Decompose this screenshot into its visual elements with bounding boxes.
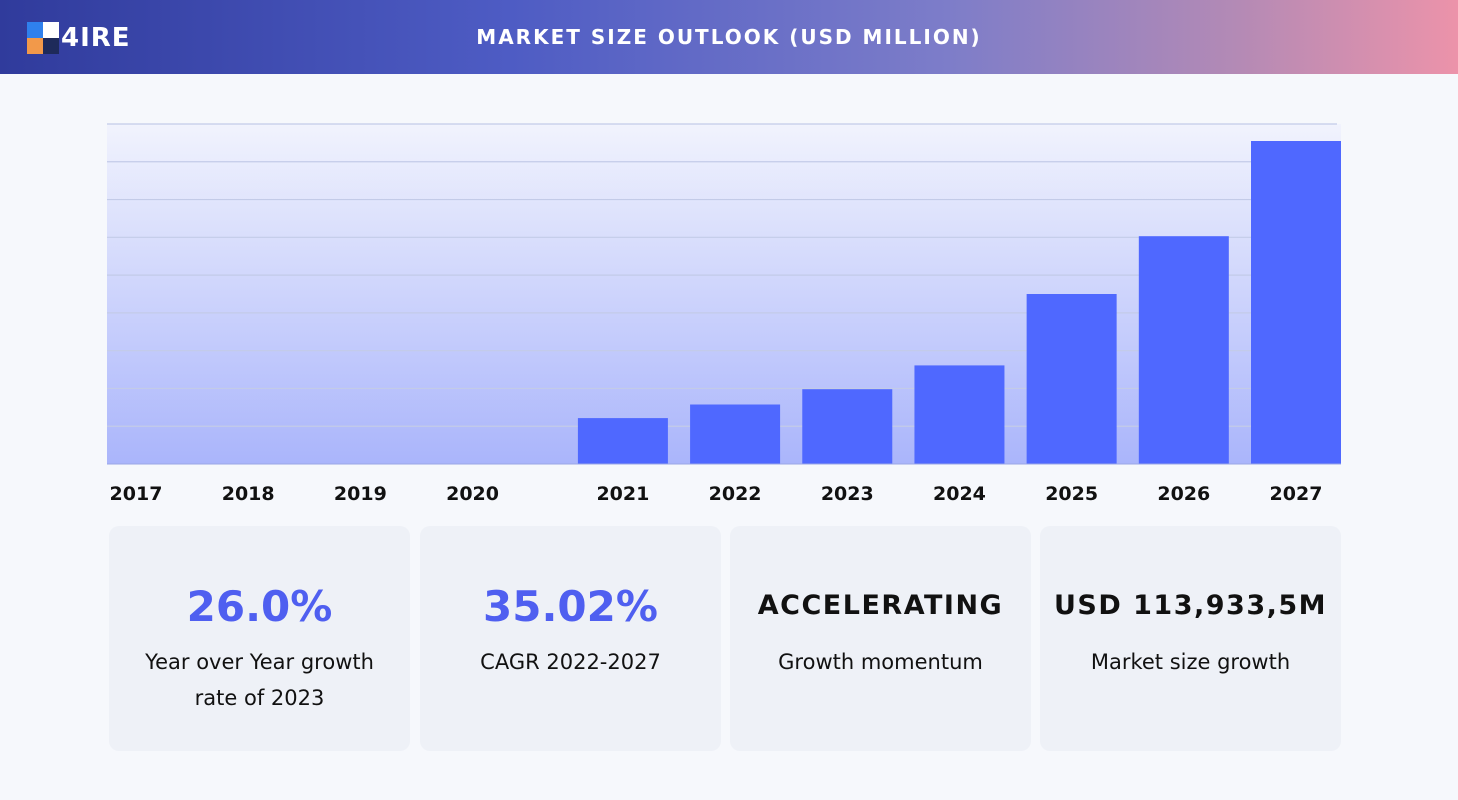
bar-2026 — [1138, 236, 1229, 464]
gridlines — [107, 123, 1337, 427]
bar-2023 — [802, 389, 893, 464]
header-bar: 4IRE MARKET SIZE OUTLOOK (USD MILLION) — [0, 0, 1458, 74]
bar-2025 — [1026, 294, 1117, 464]
bar-2021 — [577, 418, 668, 464]
bar-2024 — [914, 365, 1005, 464]
x-tick-label-2019: 2019 — [334, 483, 387, 505]
logo-text: 4IRE — [61, 23, 131, 53]
bars — [577, 141, 1341, 464]
x-tick-label-2018: 2018 — [222, 483, 275, 505]
x-tick-label-2017: 2017 — [110, 483, 163, 505]
stat-value-yoy: 26.0% — [186, 582, 333, 631]
x-tick-label-2022: 2022 — [709, 483, 762, 505]
x-axis-labels: 2017 2018 2019 2020 2021 2022 2023 2024 2025 2026… — [110, 483, 1323, 505]
x-tick-label-2021: 2021 — [596, 483, 649, 505]
x-tick-label-2020: 2020 — [446, 483, 499, 505]
bar-2022 — [690, 404, 781, 464]
x-tick-label-2026: 2026 — [1157, 483, 1210, 505]
stat-card-market-size: USD 113,933,5M Market size growth — [1040, 526, 1341, 751]
stat-label-cagr: CAGR 2022-2027 — [480, 650, 661, 674]
x-tick-label-2027: 2027 — [1270, 483, 1323, 505]
stat-label-yoy: Year over Year growth rate of 2023 — [145, 650, 374, 710]
x-tick-label-2023: 2023 — [821, 483, 874, 505]
x-tick-label-2025: 2025 — [1045, 483, 1098, 505]
logo-mark-icon — [27, 22, 59, 54]
page-title: MARKET SIZE OUTLOOK (USD MILLION) — [476, 25, 982, 49]
stat-value-cagr: 35.02% — [483, 582, 658, 631]
stat-value-momentum: ACCELERATING — [757, 590, 1004, 621]
stat-label-market-size: Market size growth — [1090, 650, 1291, 674]
stat-value-market-size: USD 113,933,5M — [1053, 590, 1328, 621]
stat-card-momentum: ACCELERATING Growth momentum — [730, 526, 1031, 751]
bar-chart: 2017 2018 2019 2020 2021 2022 2023 2024 2025 2026… — [107, 123, 1341, 505]
stat-card-cagr: 35.02% CAGR 2022-2027 — [420, 526, 721, 751]
stat-label-momentum: Growth momentum — [778, 650, 983, 674]
stat-card-yoy: 26.0% Year over Year growth rate of 2023 — [109, 526, 410, 751]
bar-2027 — [1251, 141, 1341, 464]
x-tick-label-2024: 2024 — [933, 483, 986, 505]
